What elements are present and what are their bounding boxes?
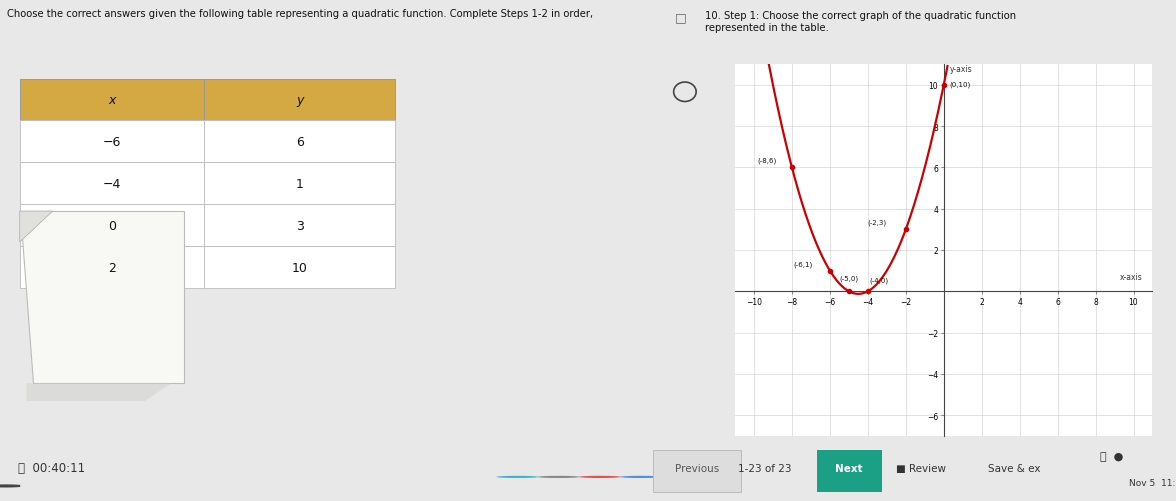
Bar xyxy=(20,121,205,163)
Text: (-2,3): (-2,3) xyxy=(868,219,887,226)
Text: 1-23 of 23: 1-23 of 23 xyxy=(737,463,791,473)
Text: □: □ xyxy=(675,11,687,24)
Text: y-axis: y-axis xyxy=(949,65,973,73)
Text: −4: −4 xyxy=(102,177,121,190)
Text: (-5,0): (-5,0) xyxy=(840,275,858,282)
Bar xyxy=(205,163,395,205)
Text: 2: 2 xyxy=(108,262,116,275)
Bar xyxy=(20,205,205,247)
Text: ⏱  00:40:11: ⏱ 00:40:11 xyxy=(18,461,85,474)
Text: 10. Step 1: Choose the correct graph of the quadratic function
represented in th: 10. Step 1: Choose the correct graph of … xyxy=(706,11,1016,33)
Bar xyxy=(20,79,205,121)
Bar xyxy=(205,205,395,247)
Bar xyxy=(20,163,205,205)
Text: (-4,0): (-4,0) xyxy=(870,277,889,284)
Text: 1: 1 xyxy=(295,177,303,190)
Bar xyxy=(20,247,205,289)
Text: 6: 6 xyxy=(295,136,303,149)
Text: ■ Review: ■ Review xyxy=(896,463,947,473)
Text: −6: −6 xyxy=(102,136,121,149)
Text: Nov 5  11:12 US: Nov 5 11:12 US xyxy=(1129,478,1176,487)
Polygon shape xyxy=(20,211,185,384)
Text: 10: 10 xyxy=(292,262,308,275)
Text: x: x xyxy=(108,94,115,107)
Circle shape xyxy=(496,476,539,478)
Circle shape xyxy=(537,476,580,478)
Text: Choose the correct answers given the following table representing a quadratic fu: Choose the correct answers given the fol… xyxy=(7,9,593,19)
Text: (-8,6): (-8,6) xyxy=(757,157,777,164)
Bar xyxy=(817,450,882,492)
Text: 0: 0 xyxy=(108,219,116,232)
Bar xyxy=(205,121,395,163)
Text: (-6,1): (-6,1) xyxy=(794,261,813,267)
Text: ⧖  ●: ⧖ ● xyxy=(1100,451,1123,461)
Text: y: y xyxy=(296,94,303,107)
Circle shape xyxy=(620,476,662,478)
Circle shape xyxy=(579,476,621,478)
Bar xyxy=(653,450,741,492)
Bar xyxy=(205,247,395,289)
Text: x-axis: x-axis xyxy=(1121,273,1143,282)
Text: Next: Next xyxy=(835,463,863,473)
Text: Previous: Previous xyxy=(675,463,720,473)
Text: 3: 3 xyxy=(295,219,303,232)
Text: Save & ex: Save & ex xyxy=(988,463,1041,473)
Polygon shape xyxy=(26,384,172,401)
Bar xyxy=(205,79,395,121)
Polygon shape xyxy=(20,211,53,242)
Text: (0,10): (0,10) xyxy=(949,81,970,88)
